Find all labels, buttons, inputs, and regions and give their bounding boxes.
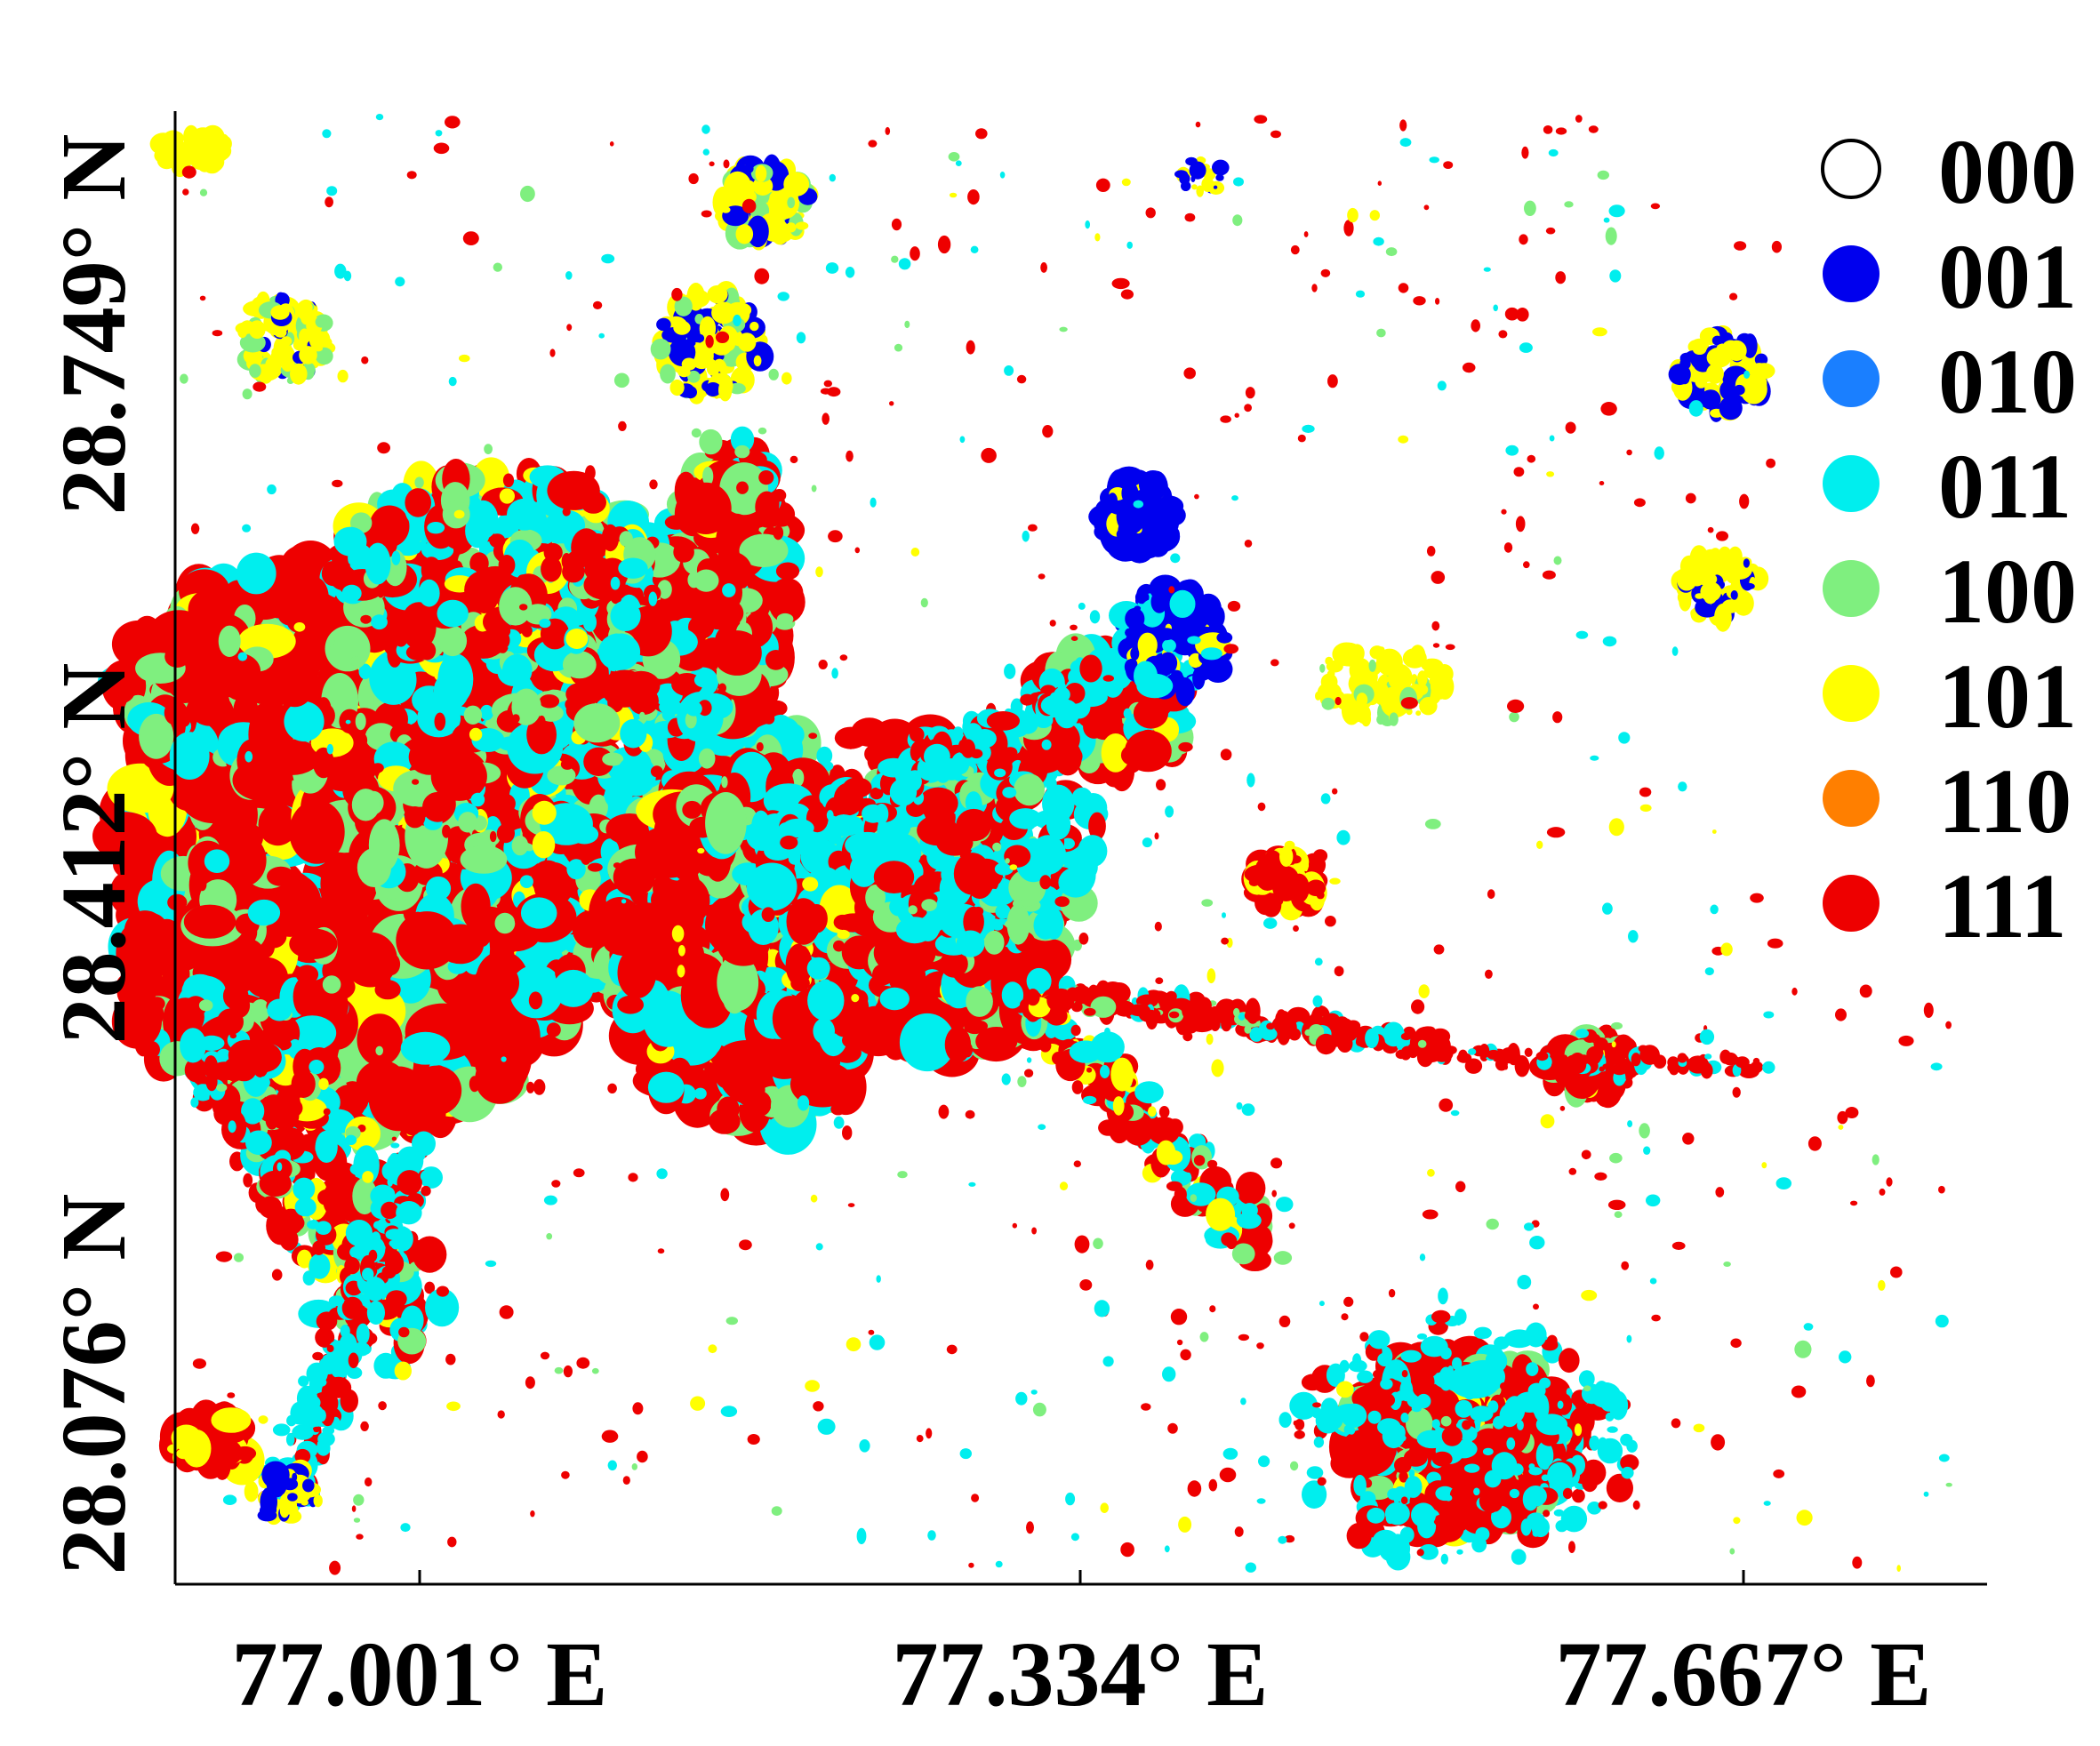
legend-swatch-000 <box>1821 139 1881 199</box>
legend-swatch-111 <box>1823 875 1880 932</box>
legend-swatch-101 <box>1823 665 1880 722</box>
legend-label-111: 111 <box>1938 855 2067 957</box>
y-tick-label: 28.412° N <box>43 663 145 1045</box>
legend-label-101: 101 <box>1938 645 2077 748</box>
y-tick-label: 28.749° N <box>43 134 145 516</box>
x-tick-label: 77.001° E <box>232 1623 608 1726</box>
legend-label-110: 110 <box>1938 750 2072 853</box>
legend-swatch-001 <box>1823 245 1880 302</box>
legend-label-000: 000 <box>1938 121 2077 223</box>
x-tick-label: 77.667° E <box>1556 1623 1932 1726</box>
legend-label-011: 011 <box>1938 436 2072 538</box>
legend-swatch-010 <box>1823 350 1880 407</box>
legend-swatch-100 <box>1823 560 1880 617</box>
legend-label-010: 010 <box>1938 331 2077 433</box>
map-raster-layer <box>92 114 1952 1575</box>
legend-swatch-011 <box>1823 455 1880 512</box>
legend-swatch-110 <box>1823 770 1880 827</box>
legend-label-100: 100 <box>1938 541 2077 643</box>
legend-label-001: 001 <box>1938 226 2077 328</box>
x-tick-label: 77.334° E <box>893 1623 1269 1726</box>
y-tick-label: 28.076° N <box>43 1194 145 1575</box>
